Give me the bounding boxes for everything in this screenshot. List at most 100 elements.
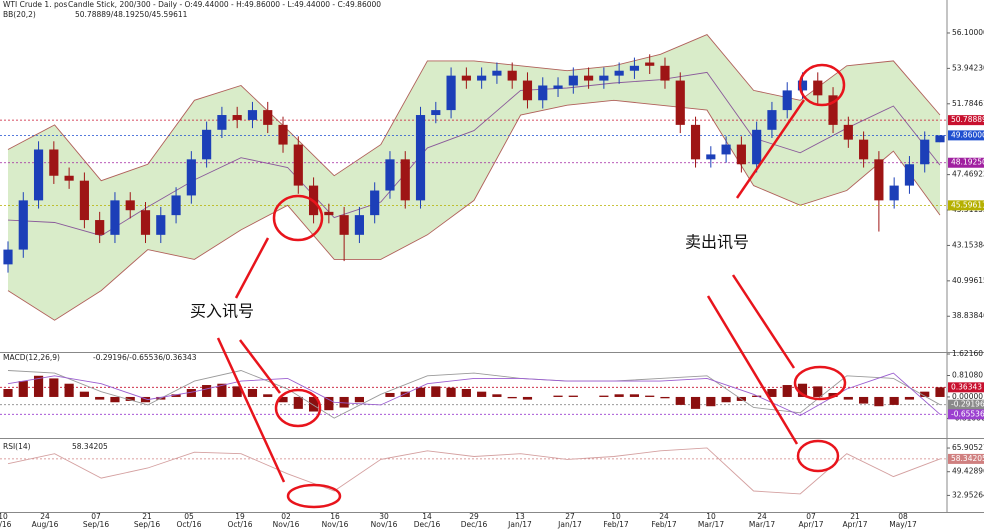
candle-body [797,80,808,91]
band-middle [7,71,941,237]
macd-title: MACD(12,26,9) [3,353,60,362]
histogram-bar [920,391,930,397]
y-tick-label: 47.46923 [952,170,984,179]
histogram-bar [889,396,899,405]
x-tick-label: 21 [850,512,860,521]
candle-body [690,124,701,160]
chart-title: WTI Crude 1. pos [3,0,67,9]
histogram-bar [171,394,181,397]
candle-body [49,149,59,176]
candle-body [920,139,930,165]
x-tick-label: Nov/16 [371,520,398,529]
histogram-bar [874,396,884,407]
rsi-line [7,447,941,495]
candle-body [553,85,563,89]
x-tick-label: 30 [379,512,389,521]
rsi-title: RSI(14) [3,442,31,451]
candle-body [18,200,28,250]
price-tag-label: 50.78889 [951,115,984,124]
x-tick-label: 05 [184,512,194,521]
price-tag [948,115,984,126]
candle-body [232,115,242,120]
y-tick-label: 51.78461 [952,99,984,108]
x-tick-label: Mar/17 [698,520,724,529]
y-tick-label: 40.99615 [952,276,984,285]
y-tick-label: 0.81080 [952,370,983,379]
histogram-bar [797,383,808,397]
x-tick-label: 24 [659,512,669,521]
candle-body [645,62,655,66]
macd-values: -0.29196/-0.65536/0.36343 [93,353,197,362]
x-tick-label: 27 [565,512,575,521]
y-tick-label: 38.83846 [952,311,984,320]
histogram-bar [629,394,640,397]
arrow-line [234,237,270,299]
price-tag-label: 58.34205 [951,454,984,463]
price-tag [948,453,984,464]
candle-body [477,75,487,81]
candle-body [354,215,364,235]
x-tick-label: 02 [281,512,291,521]
candle-body [446,75,456,111]
histogram-bar [660,396,670,399]
price-tag-label: 49.86000 [951,130,984,139]
x-tick-label: 24 [40,512,50,521]
candle-body [247,110,258,120]
histogram-bar [706,396,716,407]
y-tick-label: 0.00000 [952,392,983,401]
x-tick-label: Feb/17 [651,520,677,529]
x-tick-label: 24 [757,512,767,521]
candle-body [522,80,533,101]
candle-body [3,249,13,265]
band-area [8,34,940,321]
candle-body [64,175,74,181]
candle-body [629,65,640,71]
x-tick-label: Nov/16 [322,520,349,529]
candle-body [782,90,792,111]
x-tick-label: Oct/16 [227,520,252,529]
candle-body [752,129,762,165]
indicator-values: 50.78889/48.19250/45.59611 [75,10,188,19]
x-tick-label: Mar/17 [749,520,775,529]
rsi-value: 58.34205 [72,442,108,451]
histogram-bar [293,396,303,409]
price-tag-label: -0.29196 [951,400,984,409]
circle [796,439,840,473]
x-tick-label: Oct/16 [176,520,201,529]
candle-body [507,70,517,81]
x-tick-label: 10 [706,512,716,521]
price-tag-label: -0.65536 [951,409,984,418]
candle-body [33,149,44,201]
histogram-bar [721,396,731,403]
x-tick-label: 19 [235,512,245,521]
histogram-bar [79,391,89,397]
x-tick-label: Sep/16 [83,520,109,529]
histogram-bar [339,396,349,408]
circle [286,483,342,509]
x-tick-label: Apr/17 [798,520,823,529]
candle-body [706,154,716,160]
x-tick-label: 21 [142,512,152,521]
histogram-bar [64,383,74,397]
indicator-name: BB(20,2) [3,10,36,19]
histogram-bar [859,396,869,404]
histogram-bar [415,387,426,397]
candle-body [324,211,334,216]
y-tick-label: 49.42896 [952,467,984,476]
x-tick-label: Jan/17 [507,520,532,529]
candle-body [935,135,945,143]
candle-body [339,215,349,235]
candle-body [95,220,105,235]
histogram-bar [33,375,44,397]
candle-body [813,80,823,96]
back-layer [0,32,950,496]
x-tick-label: 07 [91,512,101,521]
candle-body [660,65,670,81]
candle-body [904,164,915,186]
histogram-bar [645,395,655,397]
band-lower [7,99,941,321]
arrow-line [239,339,281,394]
candle-body [263,110,273,125]
candle-body [828,95,838,125]
